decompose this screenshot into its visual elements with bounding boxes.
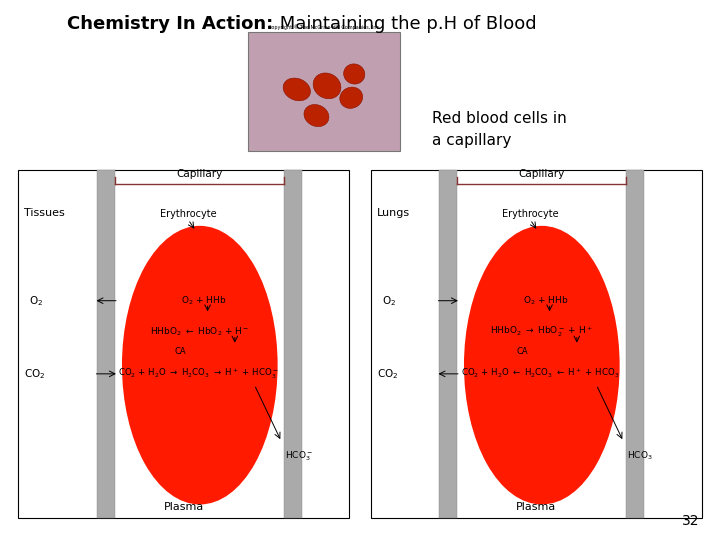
Bar <box>626 170 644 518</box>
Ellipse shape <box>122 226 278 504</box>
Ellipse shape <box>340 87 363 109</box>
Text: $\mathregular{O_2}$ + HHb: $\mathregular{O_2}$ + HHb <box>181 294 226 307</box>
Ellipse shape <box>343 64 365 84</box>
Text: Erythrocyte: Erythrocyte <box>160 210 217 219</box>
Bar <box>371 170 702 518</box>
Text: HHbO$_2$ $\leftarrow$ HbO$_2$ + H$^-$: HHbO$_2$ $\leftarrow$ HbO$_2$ + H$^-$ <box>150 326 249 338</box>
Text: Chemistry In Action:: Chemistry In Action: <box>68 15 274 33</box>
Ellipse shape <box>304 105 329 126</box>
Text: Red blood cells in
a capillary: Red blood cells in a capillary <box>432 111 567 148</box>
Text: HCO$_3$: HCO$_3$ <box>627 450 653 462</box>
Text: Plasma: Plasma <box>163 502 204 511</box>
Text: $\mathregular{CO_2}$: $\mathregular{CO_2}$ <box>377 367 398 381</box>
Bar <box>18 170 349 518</box>
Ellipse shape <box>464 226 620 504</box>
Text: CO$_2$ + H$_2$O $\leftarrow$ H$_2$CO$_3$ $\leftarrow$ H$^+$ + HCO$_3$: CO$_2$ + H$_2$O $\leftarrow$ H$_2$CO$_3$… <box>461 367 619 381</box>
Text: CA: CA <box>174 347 186 356</box>
Text: Tissues: Tissues <box>24 208 65 218</box>
Ellipse shape <box>313 73 341 99</box>
Text: $\mathregular{O_2}$: $\mathregular{O_2}$ <box>29 294 43 308</box>
Text: Copyright © The McGraw-Hill Companies, Inc.: Copyright © The McGraw-Hill Companies, I… <box>268 24 380 30</box>
Text: HHbO$_2$ $\rightarrow$ HbO$_2^-$ + H$^+$: HHbO$_2$ $\rightarrow$ HbO$_2^-$ + H$^+$ <box>490 325 593 339</box>
Text: HCO$_3^-$: HCO$_3^-$ <box>285 450 313 463</box>
Bar <box>248 32 400 151</box>
Bar <box>97 170 115 518</box>
Ellipse shape <box>283 78 310 101</box>
Text: CO$_2$ + H$_2$O $\rightarrow$ H$_2$CO$_3$ $\rightarrow$ H$^+$ + HCO$_3^-$: CO$_2$ + H$_2$O $\rightarrow$ H$_2$CO$_3… <box>118 367 279 381</box>
Text: 32: 32 <box>683 514 700 528</box>
Text: Plasma: Plasma <box>516 502 557 511</box>
Text: $\mathregular{O_2}$: $\mathregular{O_2}$ <box>382 294 396 308</box>
Bar <box>439 170 457 518</box>
Text: Capillary: Capillary <box>176 170 223 179</box>
Text: $\mathregular{CO_2}$: $\mathregular{CO_2}$ <box>24 367 45 381</box>
Text: Capillary: Capillary <box>518 170 565 179</box>
Bar <box>284 170 302 518</box>
Text: $\mathregular{O_2}$ + HHb: $\mathregular{O_2}$ + HHb <box>523 294 568 307</box>
Text: Maintaining the p.H of Blood: Maintaining the p.H of Blood <box>274 15 536 33</box>
Text: Erythrocyte: Erythrocyte <box>502 210 559 219</box>
Text: CA: CA <box>516 347 528 356</box>
Text: Lungs: Lungs <box>377 208 410 218</box>
